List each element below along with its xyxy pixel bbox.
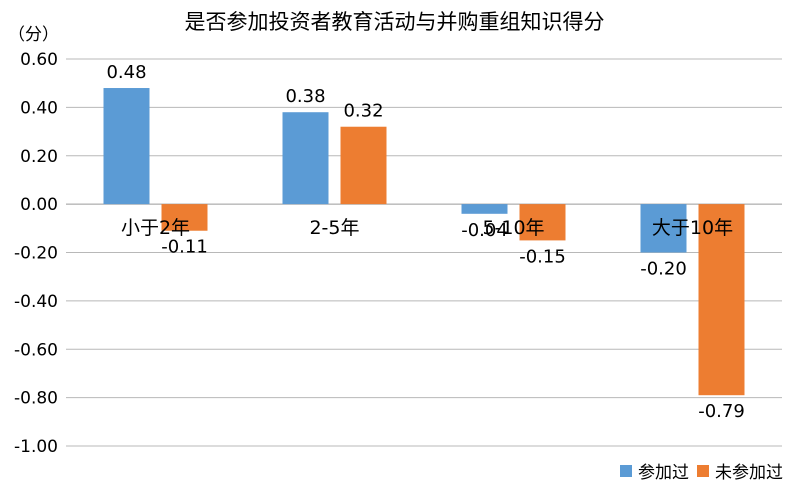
chart-legend: 参加过 未参加过 (620, 458, 783, 483)
y-tick-label: 0.60 (20, 50, 58, 70)
bar-series-0-cat-0 (103, 88, 150, 205)
bar-series-0-cat-3 (640, 204, 687, 253)
bar-series-1-cat-3 (698, 204, 745, 396)
data-label: 0.38 (285, 86, 325, 107)
y-tick-label: 0.20 (20, 147, 58, 167)
bar-series-0-cat-2 (461, 204, 508, 214)
bar-series-1-cat-2 (519, 204, 566, 241)
y-tick-label: -0.20 (14, 244, 58, 264)
legend-item-series-0: 参加过 (620, 458, 689, 483)
data-label: -0.15 (519, 246, 566, 267)
data-label: 0.32 (343, 101, 383, 122)
data-label: -0.20 (640, 259, 687, 280)
y-tick-label: -1.00 (14, 437, 58, 457)
legend-swatch-blue (620, 464, 632, 477)
y-axis-label: （分） (8, 25, 59, 45)
bar-series-0-cat-1 (282, 112, 329, 205)
x-category-label: 小于2年 (121, 217, 190, 239)
y-tick-label: -0.80 (14, 389, 58, 409)
bar-series-1-cat-1 (340, 126, 387, 205)
data-label: 0.48 (106, 62, 146, 83)
legend-swatch-orange (697, 464, 709, 477)
y-tick-label: -0.40 (14, 292, 58, 312)
legend-label-series-1: 未参加过 (715, 463, 783, 483)
x-category-label: 大于10年 (652, 217, 733, 239)
x-category-label: 2-5年 (309, 217, 359, 239)
x-category-label: 5-10年 (482, 217, 544, 239)
y-tick-label: 0.40 (20, 98, 58, 118)
legend-label-series-0: 参加过 (638, 463, 689, 483)
chart-title: 是否参加投资者教育活动与并购重组知识得分 (184, 10, 605, 34)
data-label: -0.11 (161, 237, 208, 258)
y-tick-label: -0.60 (14, 340, 58, 360)
bar-series-1-cat-0 (161, 204, 208, 231)
data-label: -0.04 (461, 220, 508, 241)
y-tick-label: 0.00 (20, 195, 58, 215)
legend-item-series-1: 未参加过 (697, 458, 783, 483)
data-label: -0.79 (698, 401, 745, 422)
